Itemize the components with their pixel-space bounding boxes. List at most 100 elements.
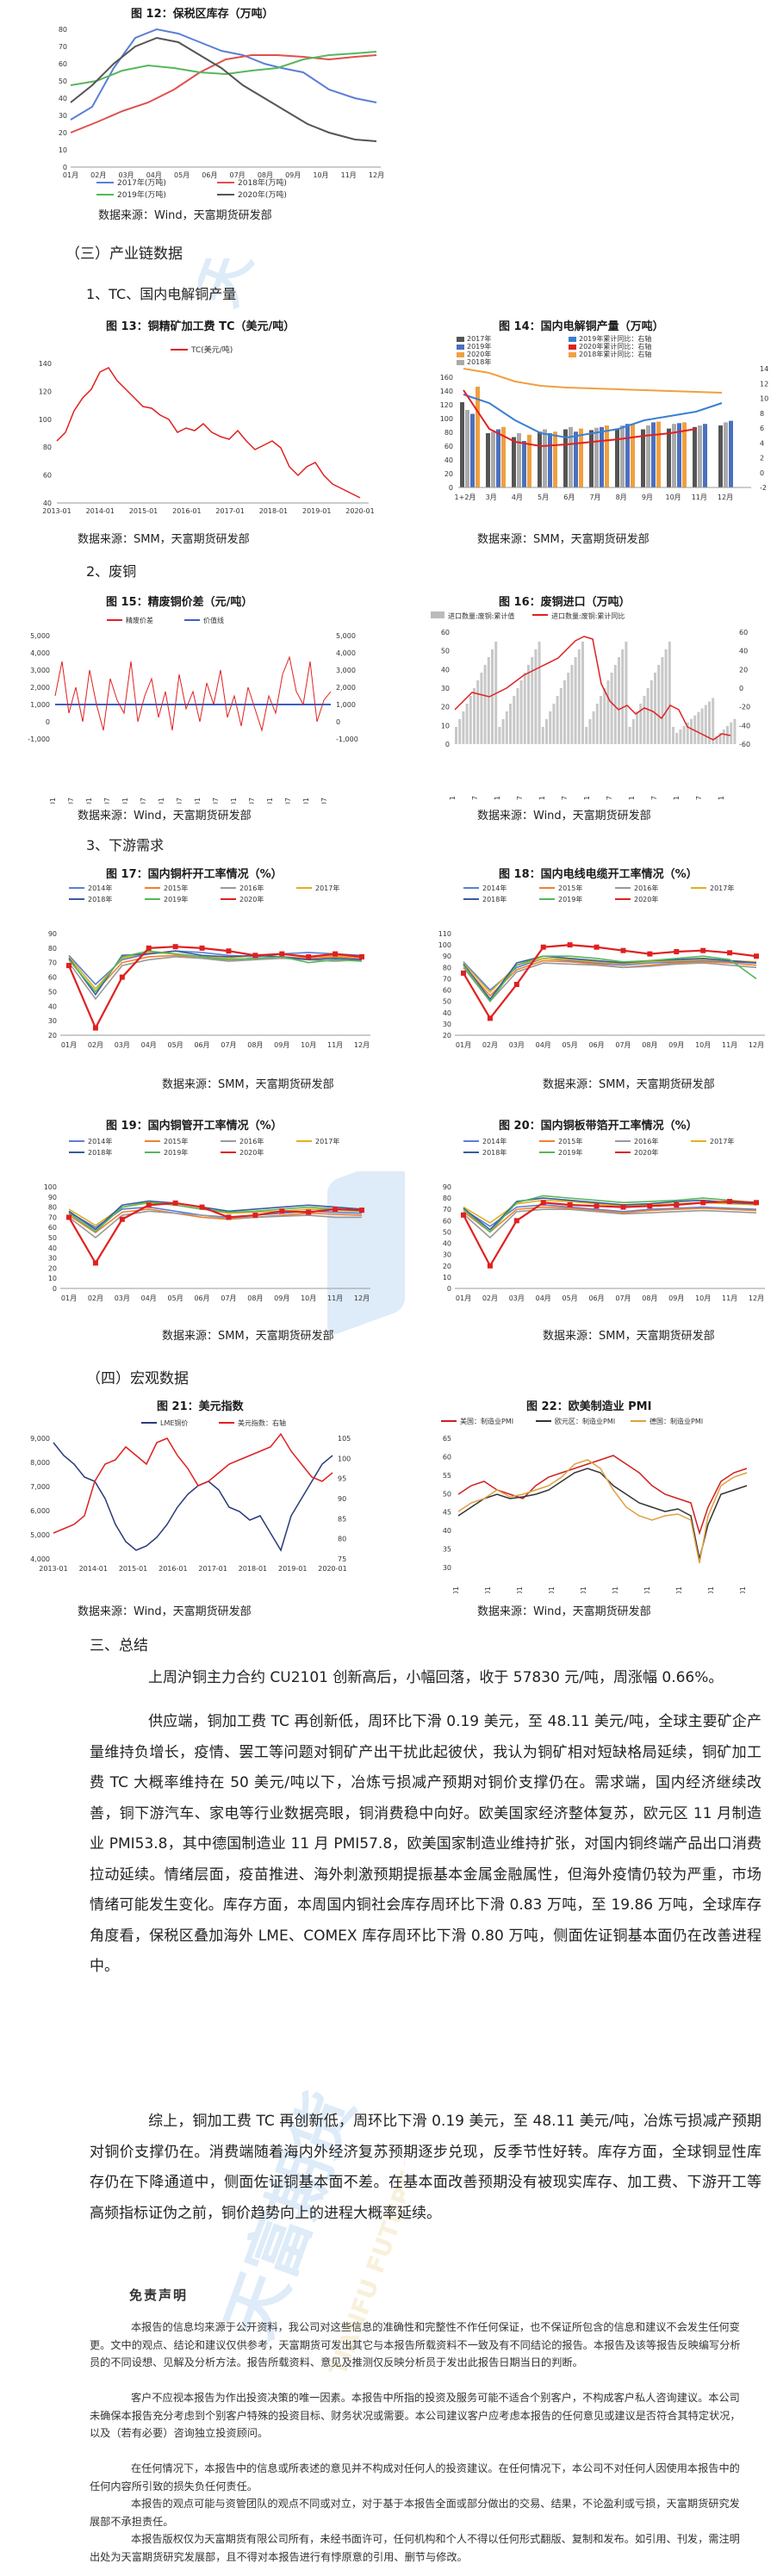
fig14-bar	[522, 441, 526, 487]
fig14-bar	[569, 426, 573, 487]
fig16-bar	[563, 680, 566, 744]
fig14-bar	[600, 426, 604, 487]
fig16-x-tick: 2018-01	[628, 796, 636, 800]
fig13-y-tick: 80	[43, 444, 52, 451]
fig15-x-tick: 2019-01	[302, 798, 310, 804]
fig21-x-tick: 2016-01	[159, 1565, 187, 1573]
fig15-chart: 精废价差 价值线 5,000 4,000 3,000 2,000 1,000 0 -1,00…	[28, 616, 358, 804]
fig15-x-tick: 2013-01	[85, 798, 93, 804]
fig12-x-ticks: 01月 02月 03月 04月 05月 06月 07月 08月 09月 10月 11月 12月	[63, 171, 384, 179]
fig17-legend-item: 2018年	[88, 895, 112, 903]
fig19-series	[68, 1210, 362, 1239]
fig16-bar	[631, 719, 635, 744]
fig14-y2-tick: 4	[760, 439, 764, 447]
fig22-x-tick: 2013-01	[484, 1586, 492, 1593]
fig15-y2-tick: 1,000	[336, 701, 356, 709]
fig20-y-tick: 90	[443, 1183, 451, 1191]
fig16-bar	[465, 704, 469, 744]
fig16-bar	[462, 711, 465, 744]
fig14-bar	[620, 425, 625, 487]
fig15-x-tick: 2012-01	[49, 798, 57, 804]
fig16-x-tick: 2015-07	[516, 796, 524, 800]
fig19-series	[68, 1208, 363, 1234]
fig20-x-tick: 11月	[722, 1294, 737, 1302]
fig16-x-tick: 2015-01	[494, 796, 501, 800]
fig15-y2-tick: 0	[336, 718, 340, 726]
fig14-x-tick: 1+2月	[455, 493, 476, 501]
fig20-series	[463, 1195, 757, 1233]
fig18-series	[463, 962, 757, 1002]
fig19-x-tick: 03月	[115, 1294, 130, 1302]
fig12-y-tick: 50	[59, 78, 67, 85]
fig12-x-tick: 01月	[63, 171, 78, 179]
fig20-legend-item: 2015年	[558, 1137, 582, 1145]
fig18-marker	[754, 953, 759, 959]
fig14-bar	[460, 402, 464, 487]
fig16-bar	[639, 704, 643, 744]
svg-text:欧元区：制造业PMI: 欧元区：制造业PMI	[555, 1417, 615, 1425]
fig21-y2-tick: 80	[338, 1536, 346, 1543]
fig19-series	[68, 1200, 363, 1231]
fig14-bar	[631, 424, 635, 487]
fig22-x-tick: 2015-01	[548, 1586, 556, 1593]
fig19-marker	[199, 1204, 205, 1210]
fig17-series	[68, 956, 363, 1001]
fig14-x-tick: 6月	[563, 493, 575, 501]
fig17-marker	[146, 945, 152, 951]
fig14-y2-tick: 0	[760, 469, 764, 477]
svg-text:2019年(万吨): 2019年(万吨)	[117, 189, 166, 200]
fig14-bar	[698, 425, 702, 487]
fig14-bar	[589, 430, 594, 487]
fig12-x-tick: 12月	[369, 171, 384, 179]
fig18-series	[463, 955, 757, 1003]
fig22-chart: 美国：制造业PMI 欧元区：制造业PMI 德国：制造业PMI 65 60 55 50 4…	[441, 1417, 748, 1593]
fig18-series	[463, 955, 757, 1001]
fig16-caption: 图 16：废铜进口（万吨）	[499, 596, 631, 609]
fig18-marker	[647, 951, 653, 957]
fig22-x-tick: 2021-01	[739, 1586, 747, 1593]
fig20-y-tick: 0	[447, 1285, 451, 1293]
fig18-x-tick: 05月	[563, 1041, 578, 1049]
fig17-marker	[252, 953, 258, 959]
fig16-bar	[483, 665, 487, 744]
fig16-bar	[686, 722, 689, 744]
svg-text:进口数量:废铜:累计同比: 进口数量:废铜:累计同比	[551, 611, 625, 620]
fig18-y-tick: 60	[443, 987, 451, 995]
fig19-y-tick: 40	[48, 1245, 57, 1252]
fig18-legend-item: 2014年	[482, 884, 507, 892]
fig17-y-tick: 40	[48, 1002, 57, 1010]
fig14-legend-item: 2017年	[467, 334, 491, 343]
fig22-x-tick: 2020-01	[707, 1586, 715, 1593]
fig14-bar	[718, 425, 723, 487]
fig15-x-tick: 2017-01	[230, 798, 238, 804]
fig16-y2-tick: -40	[739, 722, 750, 729]
fig14-bar	[548, 433, 552, 487]
fig16-bar	[679, 729, 682, 744]
fig18-x-tick: 03月	[509, 1041, 525, 1049]
fig17-marker	[359, 953, 364, 959]
fig19-marker	[172, 1200, 178, 1206]
fig21-y2-tick: 100	[338, 1455, 351, 1462]
fig14-legend-item: 2020年累计同比：右轴	[579, 342, 651, 351]
fig18-x-tick: 07月	[615, 1041, 631, 1049]
fig16-bar	[595, 704, 599, 744]
fig18-legend-item: 2015年	[558, 884, 582, 892]
fig14-bar	[729, 420, 733, 487]
fig13-chart: TC(美元/吨) 140 120 100 80 60 40 2013-01 2014-01 2…	[39, 345, 375, 515]
fig16-y-tick: 50	[441, 648, 450, 655]
fig20-legend-item: 2014年	[482, 1137, 507, 1145]
fig21-y2-tick: 90	[338, 1495, 346, 1503]
fig17-x-tick: 12月	[354, 1041, 370, 1049]
fig20-marker	[461, 1212, 466, 1218]
fig17-x-tick: 04月	[141, 1041, 157, 1049]
fig15-y2-tick: 5,000	[336, 632, 356, 640]
svg-text:美国：制造业PMI: 美国：制造业PMI	[460, 1417, 513, 1425]
section-3-1-title: 1、TC、国内电解铜产量	[86, 286, 237, 302]
fig12-y-tick: 20	[59, 129, 67, 137]
fig22-caption: 图 22：欧美制造业 PMI	[526, 1400, 652, 1413]
fig22-legend: 美国：制造业PMI 欧元区：制造业PMI 德国：制造业PMI	[441, 1417, 703, 1425]
fig18-x-tick: 01月	[456, 1041, 471, 1049]
fig14-caption: 图 14：国内电解铜产量（万吨）	[499, 320, 664, 333]
fig14-line-2018-yoy	[463, 368, 723, 394]
